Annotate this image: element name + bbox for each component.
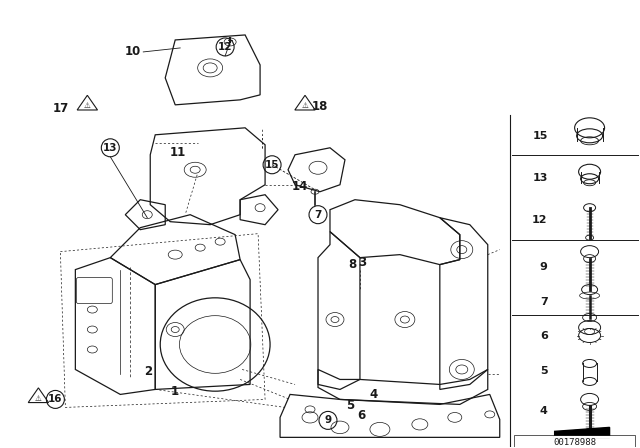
Text: 5: 5 [540,366,548,376]
Text: 12: 12 [218,42,232,52]
Text: 7: 7 [314,210,322,220]
Text: 8: 8 [348,258,356,271]
Text: ⚠: ⚠ [84,101,91,110]
Text: 7: 7 [540,297,548,306]
Text: 14: 14 [292,180,308,193]
Text: 15: 15 [532,131,548,141]
Text: 18: 18 [312,100,328,113]
Polygon shape [555,427,609,437]
Text: 00178988: 00178988 [553,438,596,447]
Text: 1: 1 [171,385,179,398]
Text: 5: 5 [346,399,354,412]
Text: 11: 11 [170,146,186,159]
Text: 4: 4 [370,388,378,401]
Text: 13: 13 [532,173,548,183]
Text: 10: 10 [125,45,141,58]
Text: 6: 6 [540,331,548,340]
Text: 13: 13 [103,143,118,153]
Text: 3: 3 [358,256,366,269]
Text: 12: 12 [532,215,548,225]
Text: 17: 17 [52,102,68,115]
Text: 16: 16 [48,394,63,405]
Text: 15: 15 [265,160,279,170]
Text: 6: 6 [357,409,365,422]
Text: ⚠: ⚠ [301,101,308,110]
Text: 4: 4 [540,406,548,416]
Text: 9: 9 [540,262,548,271]
Text: ⚠: ⚠ [35,394,42,403]
Text: 9: 9 [324,415,332,426]
Text: 2: 2 [144,365,152,378]
